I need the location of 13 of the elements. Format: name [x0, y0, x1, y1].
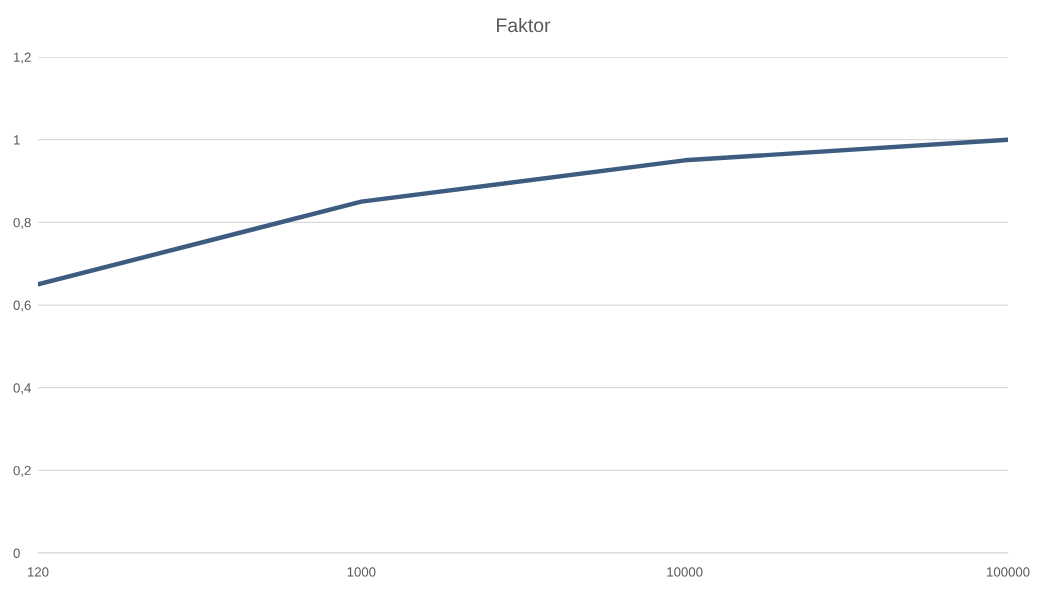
y-tick-label: 0 — [13, 548, 20, 558]
x-tick-label: 100000 — [986, 567, 1030, 577]
x-tick-label: 1000 — [347, 567, 376, 577]
x-tick-label: 120 — [28, 567, 49, 577]
y-tick-label: 0,8 — [13, 217, 31, 229]
line-series — [38, 137, 1008, 287]
y-tick-label: 1 — [14, 135, 20, 145]
y-tick-label: 0,6 — [13, 300, 31, 312]
y-tick-label: 1,2 — [14, 52, 31, 64]
x-tick-label: 10000 — [667, 567, 703, 577]
y-tick-label: 0,4 — [13, 383, 31, 395]
y-tick-label: 0,2 — [13, 465, 31, 477]
chart-title: Faktor — [497, 17, 551, 33]
